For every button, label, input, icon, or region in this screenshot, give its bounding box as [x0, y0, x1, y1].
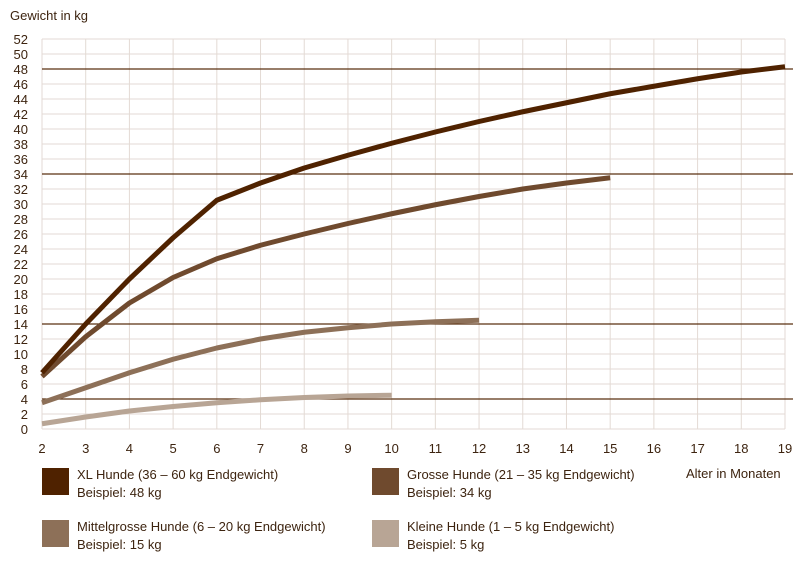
- legend-swatch-xl: [42, 468, 69, 495]
- legend-item-xl: XL Hunde (36 – 60 kg Endgewicht) Beispiel…: [42, 466, 278, 502]
- y-tick-label: 10: [14, 347, 28, 362]
- y-tick-label: 24: [14, 242, 28, 257]
- y-tick-label: 52: [14, 32, 28, 47]
- x-tick-label: 8: [301, 441, 308, 456]
- x-tick-label: 16: [647, 441, 661, 456]
- y-tick-label: 4: [21, 392, 28, 407]
- y-tick-label: 42: [14, 107, 28, 122]
- legend-example-grosse: Beispiel: 34 kg: [407, 485, 492, 500]
- y-tick-label: 38: [14, 137, 28, 152]
- x-tick-label: 9: [344, 441, 351, 456]
- x-tick-label: 6: [213, 441, 220, 456]
- y-tick-label: 6: [21, 377, 28, 392]
- y-tick-label: 30: [14, 197, 28, 212]
- series-line: [41, 317, 480, 406]
- legend-label-mittel: Mittelgrosse Hunde (6 – 20 kg Endgewicht…: [77, 519, 326, 534]
- legend-example-mittel: Beispiel: 15 kg: [77, 537, 162, 552]
- series-line: [40, 64, 786, 375]
- y-tick-label: 18: [14, 287, 28, 302]
- legend-swatch-kleine: [372, 520, 399, 547]
- y-tick-label: 32: [14, 182, 28, 197]
- x-tick-label: 18: [734, 441, 748, 456]
- legend-swatch-grosse: [372, 468, 399, 495]
- y-tick-label: 8: [21, 362, 28, 377]
- y-tick-label: 26: [14, 227, 28, 242]
- y-tick-label: 12: [14, 332, 28, 347]
- y-tick-label: 28: [14, 212, 28, 227]
- x-tick-label: 12: [472, 441, 486, 456]
- x-axis-label: Alter in Monaten: [686, 466, 781, 481]
- y-tick-label: 2: [21, 407, 28, 422]
- x-tick-label: 4: [126, 441, 133, 456]
- y-tick-label: 48: [14, 62, 28, 77]
- y-tick-label: 40: [14, 122, 28, 137]
- x-tick-label: 3: [82, 441, 89, 456]
- legend-item-mittel: Mittelgrosse Hunde (6 – 20 kg Endgewicht…: [42, 518, 326, 554]
- x-tick-label: 5: [170, 441, 177, 456]
- y-tick-label: 46: [14, 77, 28, 92]
- y-tick-label: 36: [14, 152, 28, 167]
- y-tick-label: 14: [14, 317, 28, 332]
- y-tick-label: 22: [14, 257, 28, 272]
- legend-item-grosse: Grosse Hunde (21 – 35 kg Endgewicht) Beis…: [372, 466, 635, 502]
- x-tick-label: 13: [516, 441, 530, 456]
- legend-example-xl: Beispiel: 48 kg: [77, 485, 162, 500]
- y-tick-label: 16: [14, 302, 28, 317]
- legend-label-kleine: Kleine Hunde (1 – 5 kg Endgewicht): [407, 519, 615, 534]
- legend-label-xl: XL Hunde (36 – 60 kg Endgewicht): [77, 467, 279, 482]
- y-tick-label: 0: [21, 422, 28, 437]
- legend-item-kleine: Kleine Hunde (1 – 5 kg Endgewicht) Beispi…: [372, 518, 614, 554]
- series-line: [40, 175, 611, 379]
- y-tick-label: 34: [14, 167, 28, 182]
- series-line: [41, 392, 392, 427]
- x-tick-label: 17: [690, 441, 704, 456]
- y-axis-label: Gewicht in kg: [10, 8, 89, 23]
- x-tick-label: 2: [38, 441, 45, 456]
- x-tick-label: 7: [257, 441, 264, 456]
- x-tick-label: 14: [559, 441, 573, 456]
- x-tick-label: 11: [429, 441, 443, 456]
- x-tick-label: 19: [778, 441, 792, 456]
- x-tick-label: 10: [384, 441, 398, 456]
- y-tick-label: 50: [14, 47, 28, 62]
- x-tick-label: 15: [603, 441, 617, 456]
- y-tick-label: 20: [14, 272, 28, 287]
- y-tick-label: 44: [14, 92, 28, 107]
- legend-swatch-mittel: [42, 520, 69, 547]
- legend-example-kleine: Beispiel: 5 kg: [407, 537, 485, 552]
- legend-label-grosse: Grosse Hunde (21 – 35 kg Endgewicht): [407, 467, 635, 482]
